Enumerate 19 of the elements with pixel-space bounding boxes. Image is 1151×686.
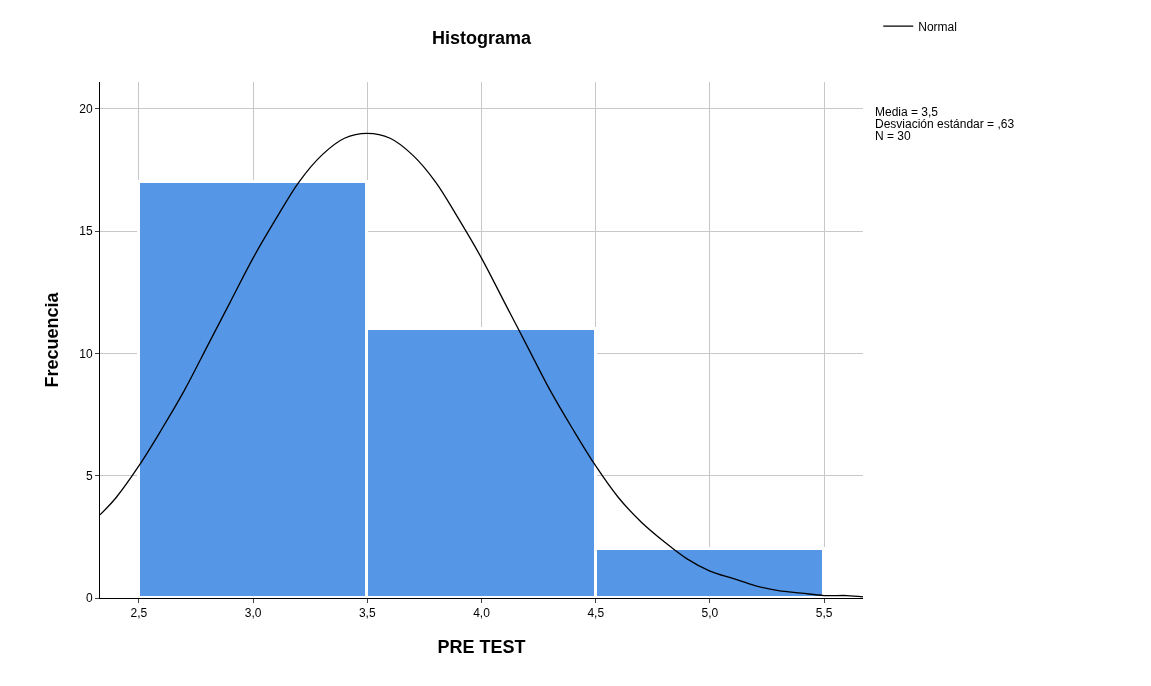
text: Desviación estándar = ,63 xyxy=(875,117,1015,131)
x-tick-label: 3,0 xyxy=(244,606,262,621)
y-axis-title: Frecuencia xyxy=(42,291,63,388)
x-tick-label: 3,5 xyxy=(358,606,376,621)
legend-label: Normal xyxy=(918,19,957,34)
x-tick-label: 4,5 xyxy=(587,606,605,621)
y-tick-label: 15 xyxy=(79,224,93,239)
x-axis-title: PRE TEST xyxy=(437,636,526,657)
x-tick-label: 4,0 xyxy=(473,606,491,621)
y-tick-label: 5 xyxy=(85,468,93,483)
text: N = 30 xyxy=(875,129,912,143)
y-tick-label: 0 xyxy=(85,591,93,606)
y-tick-label: 20 xyxy=(79,102,93,117)
x-tick-label: 5,5 xyxy=(815,606,833,621)
text: Media = 3,5 xyxy=(875,105,939,119)
x-tick-label: 5,0 xyxy=(701,606,719,621)
y-tick-label: 10 xyxy=(79,346,93,361)
chart-title: Histograma xyxy=(431,28,532,49)
x-tick-label: 2,5 xyxy=(130,606,148,621)
